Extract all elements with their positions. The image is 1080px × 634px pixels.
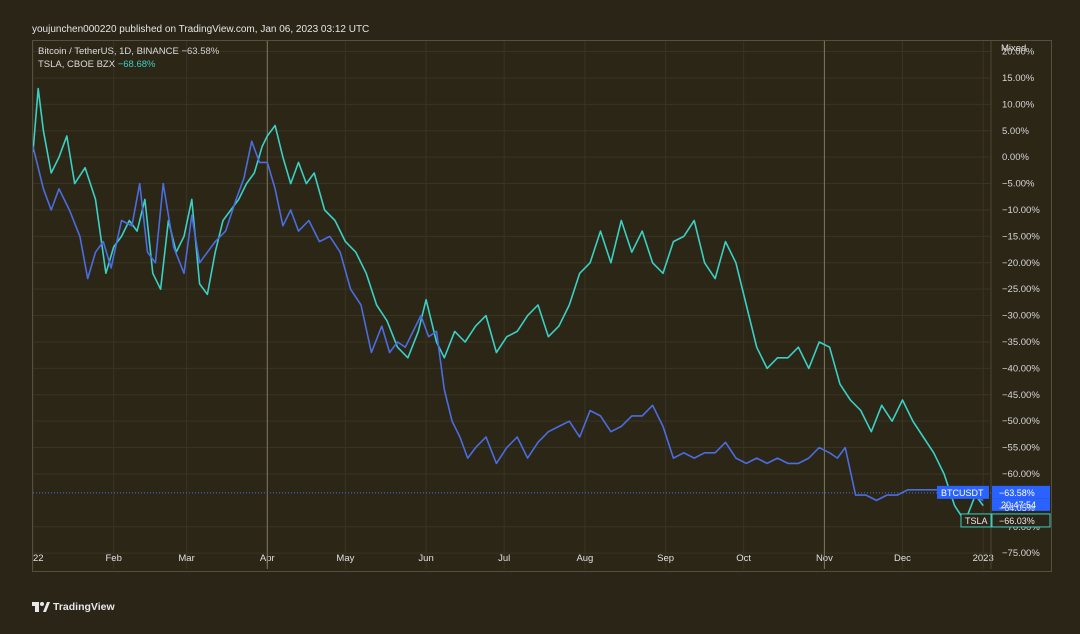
tsla-price-tag: TSLA −66.03% — [960, 513, 1051, 528]
y-tick-label: −5.00% — [1002, 179, 1035, 190]
x-tick-label: Jul — [498, 553, 510, 564]
y-tick-label: 0.00% — [1002, 152, 1029, 163]
btc-price-tag-label-bg — [937, 485, 989, 499]
tsla-value: −66.03% — [999, 516, 1035, 526]
tsla-value-bg — [991, 513, 1051, 528]
y-tick-label: −10.00% — [1002, 205, 1040, 216]
btc-price-tag-label: BTCUSDT — [941, 488, 984, 498]
y-tick-label: −35.00% — [1002, 337, 1040, 348]
tsla-label: TSLA — [965, 516, 988, 526]
secondary-price-label: −64.05% — [999, 503, 1035, 513]
scale-mode-label[interactable]: Mixed — [1001, 43, 1027, 54]
y-tick-label: 5.00% — [1002, 126, 1029, 137]
x-tick-label: Mar — [178, 553, 194, 564]
y-tick-label: −25.00% — [1002, 284, 1040, 295]
y-tick-label: −20.00% — [1002, 258, 1040, 269]
series-line-tsla — [33, 87, 984, 523]
btc-price-tag-value-bg — [992, 485, 1050, 499]
tradingview-logo[interactable]: TradingView — [32, 601, 115, 613]
x-tick-label: 2022 — [33, 553, 44, 564]
publisher-caption: youjunchen000220 published on TradingVie… — [32, 24, 370, 35]
y-tick-label: −40.00% — [1002, 363, 1040, 374]
y-tick-label: −60.00% — [1002, 469, 1040, 480]
chart-legend: Bitcoin / TetherUS, 1D, BINANCE −63.58% … — [38, 45, 219, 71]
tsla-label-bg — [960, 513, 992, 528]
y-tick-label: 20.00% — [1002, 47, 1035, 58]
legend-row-tsla[interactable]: TSLA, CBOE BZX −68.68% — [38, 58, 219, 71]
y-tick-label: −30.00% — [1002, 311, 1040, 322]
legend-row-btc[interactable]: Bitcoin / TetherUS, 1D, BINANCE −63.58% — [38, 45, 219, 58]
y-tick-label: −75.00% — [1002, 548, 1040, 559]
legend-name-tsla: TSLA, CBOE BZX — [38, 59, 116, 70]
y-tick-label: −15.00% — [1002, 231, 1040, 242]
btc-price-tag: BTCUSDT −63.58% — [937, 485, 1050, 499]
x-tick-label: May — [336, 553, 354, 564]
x-tick-label: Jun — [418, 553, 433, 564]
brand-name: TradingView — [53, 601, 115, 613]
x-tick-label: Aug — [576, 553, 593, 564]
x-tick-label: Dec — [894, 553, 911, 564]
x-tick-label: 2023 — [973, 553, 994, 564]
x-tick-label: Feb — [106, 553, 122, 564]
y-tick-label: 10.00% — [1002, 99, 1035, 110]
y-tick-label: −45.00% — [1002, 390, 1040, 401]
chart-area[interactable]: 20.00% 15.00% 10.00% 5.00% 0.00% −5.00% −10.00… — [32, 40, 1052, 572]
legend-value-btc: −63.58% — [181, 46, 220, 57]
legend-name-btc: Bitcoin / TetherUS, 1D, BINANCE — [38, 46, 179, 57]
y-tick-label: 15.00% — [1002, 73, 1035, 84]
btc-price-tag-value: −63.58% — [999, 488, 1035, 498]
legend-value-tsla: −68.68% — [117, 59, 156, 70]
x-tick-label: Oct — [736, 553, 751, 564]
y-tick-label: −55.00% — [1002, 443, 1040, 454]
x-tick-label: Sep — [657, 553, 674, 564]
price-chart[interactable]: 20.00% 15.00% 10.00% 5.00% 0.00% −5.00% −10.00… — [33, 41, 1053, 573]
btc-countdown: 20:47:54 — [1001, 500, 1036, 510]
series-line-bitcoin-tetherus — [33, 140, 984, 502]
btc-countdown-bg — [992, 498, 1050, 511]
y-tick-label: −50.00% — [1002, 416, 1040, 427]
tradingview-icon — [32, 602, 50, 612]
